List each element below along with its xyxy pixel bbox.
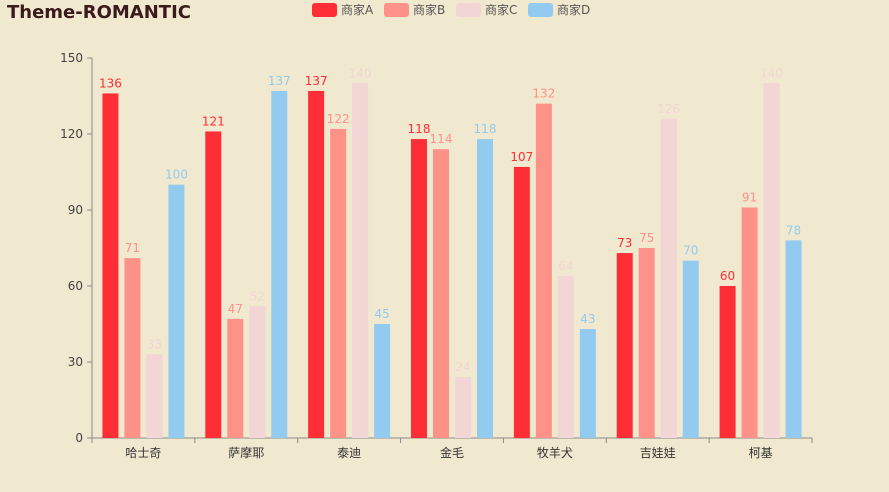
data-label: 126 bbox=[657, 102, 680, 116]
data-label: 43 bbox=[580, 312, 595, 326]
legend-label: 商家B bbox=[413, 2, 445, 17]
chart-title: Theme-ROMANTIC bbox=[7, 2, 191, 23]
data-label: 47 bbox=[228, 302, 243, 316]
y-tick-label: 0 bbox=[75, 431, 83, 445]
bar bbox=[557, 275, 574, 438]
bar bbox=[785, 240, 802, 438]
bar bbox=[741, 207, 758, 438]
legend-label: 商家A bbox=[341, 2, 374, 17]
data-label: 60 bbox=[720, 269, 735, 283]
x-tick-label: 牧羊犬 bbox=[537, 445, 573, 460]
y-tick-label: 30 bbox=[68, 355, 83, 369]
data-label: 121 bbox=[202, 114, 225, 128]
bar bbox=[330, 128, 347, 438]
y-tick-label: 90 bbox=[68, 203, 83, 217]
x-tick-label: 萨摩耶 bbox=[228, 445, 264, 460]
data-label: 137 bbox=[268, 74, 291, 88]
legend-label: 商家D bbox=[557, 2, 590, 17]
data-label: 118 bbox=[408, 122, 431, 136]
data-label: 118 bbox=[474, 122, 497, 136]
legend: 商家A 商家B 商家C 商家D bbox=[312, 2, 590, 17]
x-tick-label: 哈士奇 bbox=[125, 446, 161, 460]
data-label: 45 bbox=[375, 307, 390, 321]
data-label: 70 bbox=[683, 244, 698, 258]
x-tick-label: 吉娃娃 bbox=[640, 446, 676, 460]
data-label: 64 bbox=[558, 259, 573, 273]
data-label: 140 bbox=[760, 66, 783, 80]
data-label: 24 bbox=[455, 360, 470, 374]
bar bbox=[352, 83, 369, 438]
bar bbox=[455, 377, 471, 438]
legend-swatch bbox=[384, 3, 409, 17]
legend-label: 商家C bbox=[485, 2, 517, 17]
bar bbox=[763, 83, 780, 438]
y-tick-label: 150 bbox=[60, 51, 83, 65]
x-tick-label: 泰迪 bbox=[337, 446, 361, 460]
bar bbox=[308, 90, 325, 438]
data-label: 100 bbox=[165, 168, 188, 182]
bar bbox=[535, 103, 552, 438]
data-label: 132 bbox=[532, 87, 555, 101]
bar bbox=[638, 248, 655, 438]
data-label: 107 bbox=[510, 150, 533, 164]
data-label: 75 bbox=[639, 231, 654, 245]
bars bbox=[102, 83, 802, 439]
x-tick-label: 金毛 bbox=[440, 445, 464, 460]
bar bbox=[249, 306, 266, 438]
data-label: 91 bbox=[742, 190, 757, 204]
data-labels: 136 121 137 118 107 73 60 71 47 122 114 132 75 91 33 52… bbox=[99, 66, 801, 374]
bar bbox=[660, 118, 677, 439]
data-label: 78 bbox=[786, 223, 801, 237]
bar bbox=[477, 139, 493, 439]
legend-swatch bbox=[312, 3, 337, 17]
x-tick-label: 柯基 bbox=[749, 446, 773, 460]
axes: 0 30 60 90 120 150 哈士奇 萨摩耶 泰迪 金毛 牧羊犬 吉娃娃 柯基 bbox=[60, 51, 813, 460]
data-label: 33 bbox=[147, 337, 162, 351]
data-label: 52 bbox=[250, 289, 265, 303]
bar bbox=[616, 253, 633, 438]
bar bbox=[513, 166, 530, 438]
data-label: 136 bbox=[99, 76, 122, 90]
bar bbox=[682, 260, 699, 438]
bar bbox=[579, 329, 596, 438]
bar bbox=[411, 139, 427, 439]
bar bbox=[124, 258, 141, 438]
bar bbox=[271, 90, 288, 438]
bar bbox=[168, 184, 185, 438]
bar bbox=[719, 286, 736, 438]
bar bbox=[146, 354, 163, 438]
bar bbox=[433, 149, 449, 438]
bar bbox=[374, 324, 391, 438]
data-label: 71 bbox=[125, 241, 140, 255]
data-label: 73 bbox=[617, 236, 632, 250]
bar bbox=[227, 318, 244, 438]
legend-swatch bbox=[456, 3, 481, 17]
bar bbox=[205, 131, 222, 438]
data-label: 137 bbox=[305, 74, 328, 88]
legend-swatch bbox=[528, 3, 553, 17]
y-tick-label: 120 bbox=[60, 127, 83, 141]
bar bbox=[102, 93, 119, 438]
y-tick-label: 60 bbox=[68, 279, 83, 293]
data-label: 140 bbox=[349, 66, 372, 80]
data-label: 114 bbox=[430, 132, 453, 146]
data-label: 122 bbox=[327, 112, 350, 126]
